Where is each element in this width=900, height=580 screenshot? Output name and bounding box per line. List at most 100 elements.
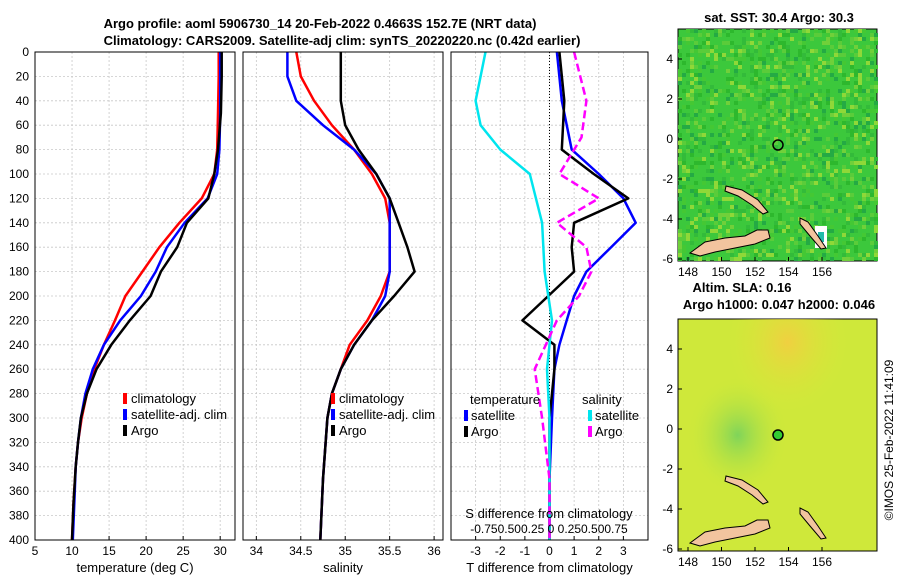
sst-cell	[806, 249, 810, 253]
sst-cell	[742, 253, 746, 257]
sst-cell	[762, 97, 766, 101]
sst-cell	[694, 49, 698, 53]
sst-cell	[850, 161, 854, 165]
sst-cell	[694, 93, 698, 97]
sst-cell	[770, 77, 774, 81]
sst-cell	[802, 117, 806, 121]
sst-cell	[706, 45, 710, 49]
sst-cell	[830, 61, 834, 65]
sst-cell	[782, 197, 786, 201]
sst-cell	[678, 241, 682, 245]
sst-cell	[734, 205, 738, 209]
sst-cell	[822, 165, 826, 169]
sst-cell	[850, 61, 854, 65]
sst-cell	[754, 49, 758, 53]
sst-cell	[782, 125, 786, 129]
sst-cell	[742, 93, 746, 97]
sst-cell	[722, 161, 726, 165]
sst-cell	[814, 65, 818, 69]
sst-cell	[750, 53, 754, 57]
sst-cell	[790, 133, 794, 137]
y-tick-label: 320	[9, 435, 29, 449]
sst-cell	[790, 185, 794, 189]
sst-cell	[738, 157, 742, 161]
sst-cell	[726, 229, 730, 233]
map-y-tick-label: -4	[662, 212, 673, 226]
sst-cell	[766, 189, 770, 193]
sst-cell	[806, 189, 810, 193]
sst-cell	[686, 41, 690, 45]
sst-cell	[698, 85, 702, 89]
y-tick-label: 160	[9, 240, 29, 254]
sst-cell	[778, 181, 782, 185]
sst-cell	[682, 37, 686, 41]
sst-cell	[714, 65, 718, 69]
sst-cell	[738, 49, 742, 53]
sst-cell	[782, 109, 786, 113]
sst-cell	[730, 205, 734, 209]
sst-cell	[798, 157, 802, 161]
sst-cell	[802, 37, 806, 41]
sst-cell	[782, 45, 786, 49]
sst-cell	[770, 57, 774, 61]
sst-cell	[782, 93, 786, 97]
sst-cell	[706, 177, 710, 181]
sst-cell	[842, 229, 846, 233]
sst-cell	[786, 85, 790, 89]
sst-cell	[794, 225, 798, 229]
sst-cell	[826, 29, 830, 33]
sst-cell	[802, 205, 806, 209]
sst-cell	[766, 165, 770, 169]
sst-cell	[690, 189, 694, 193]
sst-cell	[742, 249, 746, 253]
sst-cell	[722, 41, 726, 45]
sst-cell	[786, 153, 790, 157]
sst-cell	[702, 65, 706, 69]
sst-cell	[858, 37, 862, 41]
sst-cell	[850, 65, 854, 69]
x-tick-label: -2	[495, 544, 506, 558]
sst-cell	[858, 69, 862, 73]
sst-cell	[806, 141, 810, 145]
sst-cell	[846, 121, 850, 125]
sst-cell	[682, 153, 686, 157]
sst-cell	[778, 129, 782, 133]
sst-cell	[854, 145, 858, 149]
sst-cell	[862, 257, 866, 261]
sst-cell	[778, 173, 782, 177]
sst-cell	[874, 37, 878, 41]
sst-cell	[782, 105, 786, 109]
sst-cell	[694, 257, 698, 261]
sst-cell	[698, 257, 702, 261]
sst-cell	[738, 45, 742, 49]
sst-cell	[730, 225, 734, 229]
sst-cell	[874, 253, 878, 257]
sst-cell	[854, 249, 858, 253]
sst-cell	[690, 197, 694, 201]
sst-cell	[778, 45, 782, 49]
sst-cell	[818, 57, 822, 61]
sst-cell	[802, 129, 806, 133]
sst-cell	[826, 33, 830, 37]
sst-cell	[698, 133, 702, 137]
sst-cell	[678, 229, 682, 233]
sst-cell	[842, 169, 846, 173]
sst-cell	[806, 241, 810, 245]
sst-cell	[846, 137, 850, 141]
sst-cell	[758, 65, 762, 69]
sst-cell	[694, 125, 698, 129]
sst-cell	[722, 57, 726, 61]
sst-cell	[742, 157, 746, 161]
sst-cell	[858, 161, 862, 165]
sst-cell	[758, 41, 762, 45]
sst-cell	[858, 205, 862, 209]
sst-cell	[698, 81, 702, 85]
sst-map: 148 150 152 154 156 4 2 0 -2 -4 -6	[662, 28, 878, 279]
sst-cell	[774, 253, 778, 257]
sst-cell	[694, 217, 698, 221]
sst-cell	[802, 173, 806, 177]
sst-cell	[746, 41, 750, 45]
sst-cell	[834, 133, 838, 137]
sst-cell	[834, 33, 838, 37]
sst-cell	[862, 209, 866, 213]
